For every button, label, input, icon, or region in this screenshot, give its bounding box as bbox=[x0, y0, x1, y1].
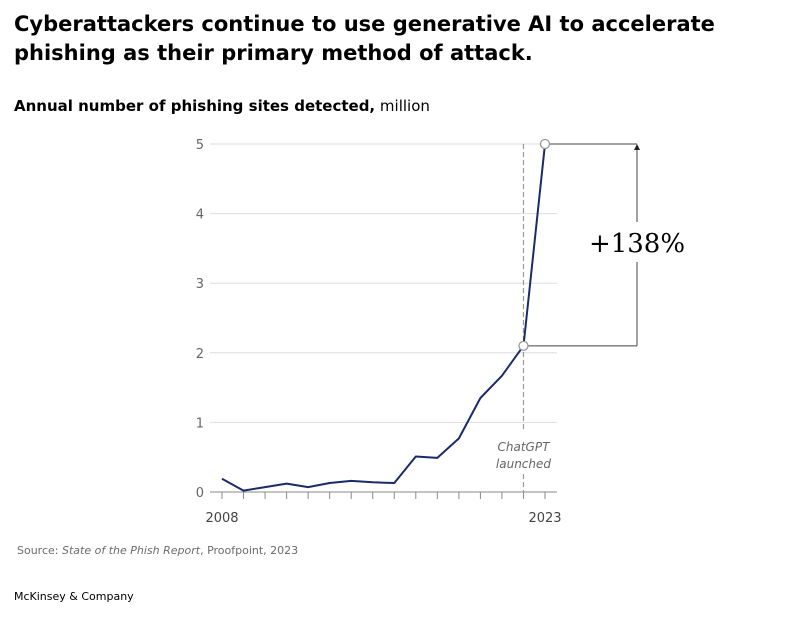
source-note: Source: State of the Phish Report, Proof… bbox=[17, 544, 298, 557]
x-tick-label: 2023 bbox=[528, 511, 561, 526]
y-tick-label: 5 bbox=[196, 138, 204, 153]
change-label-background bbox=[592, 222, 682, 262]
y-tick-label: 1 bbox=[196, 416, 204, 431]
subtitle-main: Annual number of phishing sites detected… bbox=[14, 97, 376, 115]
event-label: ChatGPT bbox=[498, 440, 552, 454]
y-tick-label: 2 bbox=[196, 347, 204, 362]
change-label: +138% bbox=[589, 229, 685, 259]
chart-subtitle: Annual number of phishing sites detected… bbox=[14, 97, 430, 115]
start-point-marker bbox=[518, 340, 529, 351]
end-point-marker bbox=[539, 138, 551, 150]
y-tick-label: 4 bbox=[196, 208, 204, 223]
source-report: State of the Phish Report bbox=[61, 544, 201, 557]
brand-footer: McKinsey & Company bbox=[14, 590, 134, 603]
data-line bbox=[221, 143, 546, 492]
subtitle-unit: million bbox=[379, 97, 430, 115]
source-prefix: Source: bbox=[17, 544, 62, 557]
x-tick-label: 2008 bbox=[205, 511, 238, 526]
y-tick-label: 3 bbox=[196, 277, 204, 292]
event-label: launched bbox=[496, 457, 551, 471]
y-tick-label: 0 bbox=[196, 486, 204, 501]
chart-title: Cyberattackers continue to use generativ… bbox=[14, 12, 715, 65]
source-suffix: , Proofpoint, 2023 bbox=[200, 544, 299, 557]
bracket-arrowhead bbox=[634, 144, 640, 150]
